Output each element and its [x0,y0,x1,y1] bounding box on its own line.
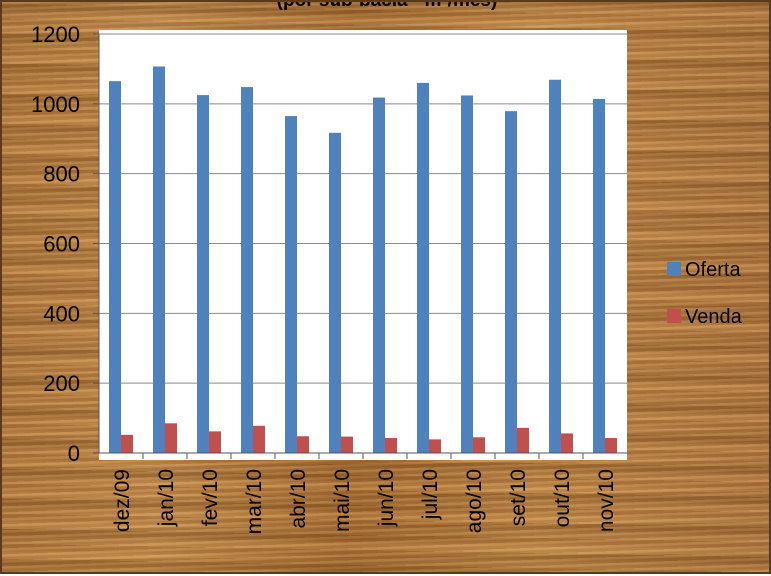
bar-venda [561,433,573,453]
x-tick-label: jul/10 [419,469,442,520]
gridline-layer [99,33,627,454]
bar-venda [473,437,485,453]
x-tick-label: mai/10 [331,469,354,532]
bar-venda [341,436,353,453]
legend-label-venda: Venda [685,306,743,328]
x-tick-label: mar/10 [243,469,266,534]
bar-venda [385,437,397,453]
legend-swatch-oferta [667,262,681,276]
bar-venda [165,423,177,453]
axis-layer: 0 200 400 600 800 1000 1200 dez/09 jan/10 fev/10 m… [31,22,627,534]
bar-venda [209,431,221,453]
x-tick-label: abr/10 [287,469,310,529]
x-tick-label: set/10 [507,469,530,526]
bar-oferta [505,111,517,453]
y-tick-label: 600 [43,232,80,257]
bar-oferta [549,79,561,453]
bar-venda [517,427,529,453]
chart-title-layer: (por sub-bacia - m³/mês) [277,2,498,11]
y-tick-label: 400 [43,301,80,326]
bar-oferta [593,98,605,453]
x-tick-label: dez/09 [111,469,134,532]
bar-oferta [461,95,473,453]
bars-layer [109,66,617,454]
x-tick-label: fev/10 [199,469,222,526]
bar-oferta [197,95,209,454]
x-tick-label: out/10 [551,469,574,527]
bar-oferta [373,97,385,453]
x-tick-label: jun/10 [375,469,398,527]
bar-oferta [241,87,253,453]
bar-venda [429,439,441,453]
plot-area-layer [99,30,627,460]
legend: Oferta Venda [667,259,743,328]
bar-oferta [329,132,341,454]
chart-title: (por sub-bacia - m³/mês) [277,2,498,11]
legend-swatch-venda [667,309,681,323]
x-tick-label: ago/10 [463,469,486,533]
bar-venda [297,436,309,453]
y-tick-label: 800 [43,162,80,187]
y-tick-label: 0 [68,441,80,466]
x-tick-label: nov/10 [595,469,618,532]
y-tick-label: 1000 [31,92,80,117]
x-tick-label: jan/10 [155,469,178,527]
bar-venda [253,425,265,453]
bar-oferta [417,82,429,453]
bar-oferta [109,81,121,453]
bar-oferta [285,116,297,453]
y-tick-label: 1200 [31,22,80,47]
y-tick-label: 200 [43,371,80,396]
bar-oferta [153,66,165,453]
bar-venda [605,437,617,453]
plot-area-background [99,30,627,460]
legend-label-oferta: Oferta [685,259,741,281]
bar-venda [121,434,133,453]
